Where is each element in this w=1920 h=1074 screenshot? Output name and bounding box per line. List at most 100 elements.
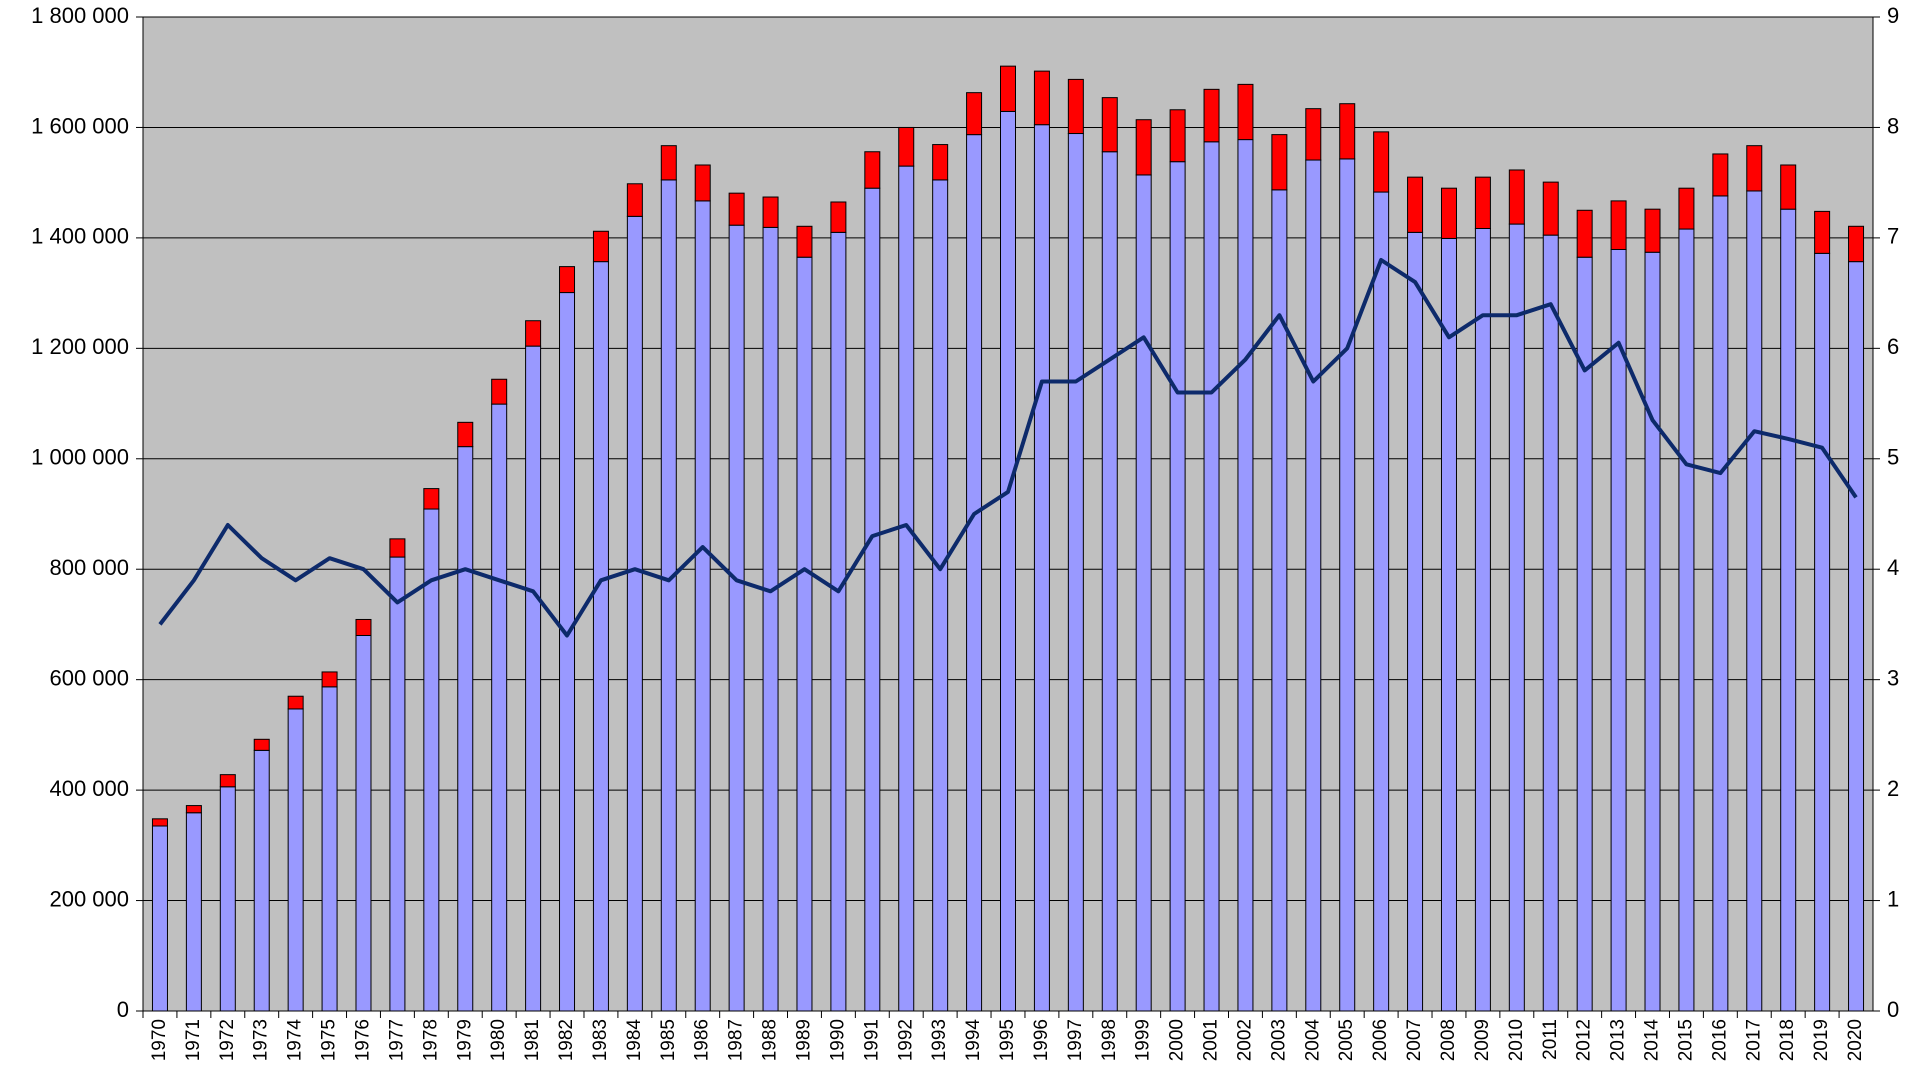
bar [728,224,745,1012]
y-tick-label: 0 [117,997,129,1022]
x-tick-label: 1990 [827,1019,848,1061]
x-tick-label: 2007 [1404,1019,1425,1061]
x-tick-label: 1983 [590,1019,611,1061]
y2-tick-label: 0 [1887,997,1899,1022]
bar [1135,174,1152,1012]
y-tick-label: 1 000 000 [31,445,129,470]
bar [864,151,881,189]
x-tick-label: 2016 [1709,1019,1730,1061]
bar [1440,237,1457,1012]
bar [219,774,236,788]
bar [1814,210,1831,254]
bar [1780,208,1797,1012]
bar [1305,159,1322,1012]
bar [626,183,643,217]
bar [694,164,711,202]
x-tick-label: 1994 [963,1019,984,1062]
bar [253,749,270,1012]
bar [1373,191,1390,1012]
bar [932,144,949,181]
bar [1237,139,1254,1012]
bar [321,671,338,688]
x-tick-label: 2014 [1642,1019,1663,1062]
line [158,258,1858,638]
x-tick-label: 2011 [1540,1019,1561,1060]
x-tick-label: 2012 [1574,1019,1595,1061]
bar [321,686,338,1012]
bar [1203,88,1220,143]
bar [592,230,609,263]
bar [457,446,474,1012]
x-tick-label: 2001 [1201,1019,1222,1061]
y-tick-label: 600 000 [49,665,129,690]
bar [151,818,168,827]
bar [728,192,745,226]
x-tick-label: 1974 [285,1019,306,1062]
bar [966,134,983,1012]
x-tick-label: 1978 [420,1019,441,1061]
bar [355,618,372,636]
x-tick-label: 1970 [149,1019,170,1061]
x-tick-label: 1977 [386,1019,407,1061]
bar [185,805,202,814]
bar [1474,228,1491,1012]
bar [660,145,677,181]
bar [864,187,881,1012]
bar [389,556,406,1012]
x-tick-label: 2015 [1675,1019,1696,1061]
bar [185,812,202,1012]
bar [1000,110,1016,1012]
y2-tick-label: 3 [1887,665,1899,690]
bar [1644,208,1661,253]
x-tick-label: 2005 [1336,1019,1357,1061]
bar [660,179,677,1012]
bar [1474,176,1491,230]
bar [1135,119,1152,176]
bar [1712,195,1729,1012]
bar [525,345,542,1012]
bar [1067,133,1084,1012]
bar [1203,141,1220,1012]
x-tick-label: 2010 [1506,1019,1527,1061]
bar [253,738,270,751]
bar [1169,161,1186,1012]
bar [389,538,406,558]
y-tick-label: 1 200 000 [31,334,129,359]
bar [1339,158,1356,1012]
x-tick-label: 1971 [183,1019,204,1061]
bar [491,403,508,1012]
y-tick-label: 800 000 [49,555,129,580]
x-tick-label: 2018 [1777,1019,1798,1061]
x-tick-label: 1981 [522,1019,543,1061]
bar [1271,134,1288,191]
y-tick-label: 1 800 000 [31,3,129,28]
y2-tick-label: 9 [1887,3,1899,28]
bar [1610,200,1627,250]
bar [932,179,949,1012]
x-tick-label: 2002 [1234,1019,1255,1061]
y-tick-label: 1 600 000 [31,113,129,138]
bar [1678,187,1695,230]
y-tick-label: 400 000 [49,776,129,801]
x-tick-label: 1986 [692,1019,713,1061]
bar [151,825,168,1012]
x-tick-label: 1995 [997,1019,1018,1061]
x-tick-label: 2008 [1438,1019,1459,1061]
bar [1780,164,1797,210]
bar [457,421,474,448]
bar [1712,153,1729,197]
bar [1407,176,1424,233]
x-tick-label: 1996 [1031,1019,1052,1061]
bar [1848,261,1865,1012]
bar [1814,252,1831,1012]
x-tick-label: 1973 [251,1019,272,1061]
x-tick-label: 1982 [556,1019,577,1061]
bar [559,266,576,294]
bar [287,708,304,1012]
bar [1271,189,1288,1012]
bar [626,215,643,1012]
x-tick-label: 2004 [1302,1019,1323,1062]
y-tick-label: 200 000 [49,886,129,911]
bar [1508,223,1525,1012]
x-tick-label: 2017 [1743,1019,1764,1061]
